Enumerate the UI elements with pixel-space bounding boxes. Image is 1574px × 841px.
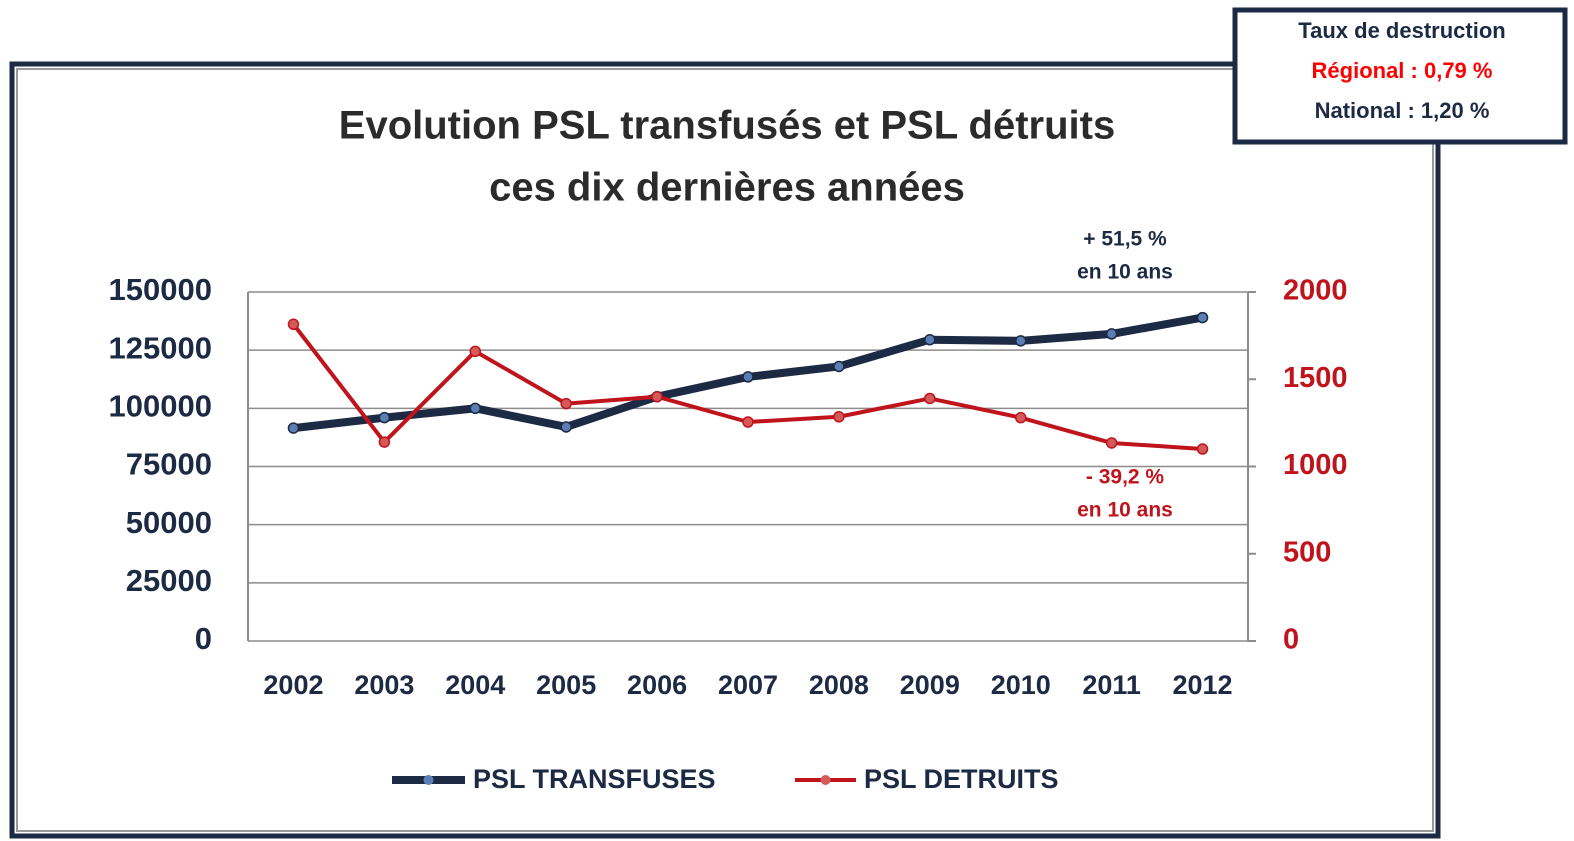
y2-tick-label: 2000 <box>1283 275 1348 307</box>
series-marker <box>924 392 936 405</box>
y-tick-label: 25000 <box>126 563 212 598</box>
series-marker <box>1014 411 1027 424</box>
chart-title: Evolution PSL transfusés et PSL détruits <box>339 104 1115 148</box>
series-marker <box>742 416 754 428</box>
x-tick-label: 2012 <box>1173 670 1233 700</box>
x-tick-label: 2011 <box>1082 670 1141 700</box>
x-tick-label: 2009 <box>900 670 960 700</box>
info-box-title: Taux de destruction <box>1298 18 1505 43</box>
info-box-line: National : 1,20 % <box>1315 98 1490 123</box>
x-tick-label: 2010 <box>991 670 1051 700</box>
info-box <box>1232 7 1568 145</box>
y-tick-label: 150000 <box>109 272 212 307</box>
series-marker <box>378 436 391 448</box>
legend-marker <box>820 775 831 785</box>
series-marker <box>1105 437 1118 449</box>
series-marker <box>1196 311 1209 324</box>
series-marker <box>560 397 572 410</box>
y-tick-label: 50000 <box>126 505 212 540</box>
series-marker <box>469 345 482 358</box>
y2-tick-label: 1000 <box>1283 449 1348 481</box>
series-marker <box>1105 328 1118 340</box>
series-marker <box>742 371 754 383</box>
series-marker <box>378 411 391 424</box>
x-tick-label: 2003 <box>354 670 414 700</box>
series-marker <box>469 402 482 415</box>
series-marker <box>833 411 845 423</box>
series-marker <box>560 421 572 433</box>
x-tick-label: 2007 <box>718 670 778 700</box>
x-tick-label: 2004 <box>445 670 505 700</box>
y-tick-label: 125000 <box>109 330 212 365</box>
legend-label: PSL DETRUITS <box>864 764 1059 794</box>
x-tick-label: 2008 <box>809 670 869 700</box>
series-marker <box>833 360 845 373</box>
y2-tick-label: 0 <box>1283 624 1299 656</box>
y2-tick-label: 1500 <box>1283 362 1348 394</box>
series-marker <box>1196 443 1209 455</box>
series-marker <box>287 422 300 434</box>
annotation: en 10 ans <box>1077 261 1173 284</box>
legend-label: PSL TRANSFUSES <box>473 764 716 794</box>
annotation: - 39,2 % <box>1086 466 1165 489</box>
series-marker <box>924 333 936 346</box>
x-tick-label: 2002 <box>263 670 323 700</box>
series-marker <box>1014 335 1027 347</box>
chart-frame-inner <box>16 68 1434 832</box>
y-tick-label: 0 <box>195 621 212 656</box>
series-marker <box>287 318 300 331</box>
y-tick-label: 75000 <box>126 447 212 482</box>
y-tick-label: 100000 <box>109 389 212 424</box>
info-box-line: Régional : 0,79 % <box>1312 58 1493 83</box>
x-tick-label: 2005 <box>536 670 596 700</box>
series-marker <box>651 390 663 403</box>
annotation: + 51,5 % <box>1083 228 1167 251</box>
annotation: en 10 ans <box>1077 499 1173 522</box>
legend-marker <box>423 775 434 785</box>
x-tick-label: 2006 <box>627 670 687 700</box>
y2-tick-label: 500 <box>1283 536 1331 568</box>
chart-title: ces dix dernières années <box>489 166 965 210</box>
